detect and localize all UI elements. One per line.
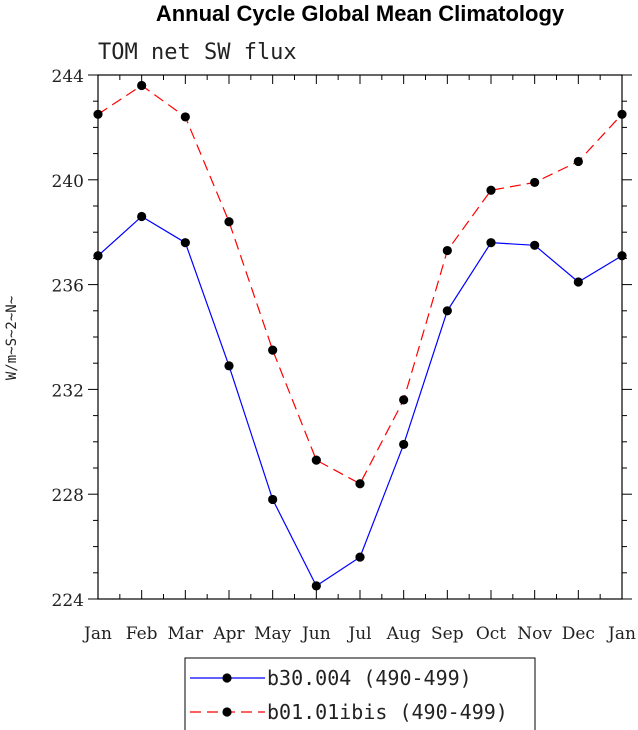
series-line-1 — [97, 215, 623, 587]
series-1-point — [93, 251, 103, 261]
y-axis: 224 228 232 236 240 244 — [52, 67, 632, 611]
series-1-point — [268, 494, 278, 505]
series-line-2 — [97, 84, 623, 485]
series-1-point — [617, 251, 627, 261]
x-tick-label: Sep — [431, 624, 464, 644]
series-2-point — [573, 156, 583, 167]
series-2-point — [355, 479, 365, 489]
x-tick-label: Oct — [476, 624, 506, 644]
series-1-point — [224, 361, 234, 371]
series-1-point — [530, 240, 540, 250]
series-2-point — [617, 109, 627, 119]
y-tick-label: 232 — [52, 381, 84, 401]
x-tick-label: Jan — [606, 624, 636, 644]
series-1-point — [486, 238, 496, 248]
series-2-point — [224, 217, 234, 227]
series-2-point — [530, 177, 540, 188]
y-tick-label: 244 — [52, 67, 84, 87]
series-2-point — [399, 395, 409, 405]
series-2-point — [137, 80, 147, 91]
chart-title: Annual Cycle Global Mean Climatology — [156, 1, 565, 26]
x-axis: Jan Feb Mar Apr May Jun Jul Aug Sep Oct Nov Dec Jan — [82, 75, 636, 644]
series-1-point — [355, 552, 365, 562]
y-tick-label: 224 — [52, 591, 84, 611]
legend: b30.004 (490-499) b01.01ibis (490-499) — [184, 657, 536, 730]
x-tick-label: May — [254, 624, 292, 644]
series-layer — [93, 80, 627, 591]
series-2-point — [180, 112, 190, 122]
x-tick-label: Apr — [212, 624, 245, 644]
x-tick-label: Feb — [126, 624, 158, 644]
x-tick-label: Jun — [300, 624, 331, 644]
legend-marker-b30-004 — [222, 673, 232, 683]
series-2-point — [93, 109, 103, 119]
legend-marker-b01-01ibis — [222, 707, 232, 717]
x-tick-label: Jan — [82, 624, 112, 644]
y-tick-label: 240 — [52, 172, 84, 192]
y-axis-label: W/m~S~2~N~ — [4, 296, 20, 380]
y-tick-label: 228 — [52, 486, 84, 506]
plot-frame — [97, 74, 623, 600]
legend-box — [184, 657, 536, 730]
series-2-point — [311, 455, 321, 465]
chart-subtitle: TOM net SW flux — [98, 40, 297, 65]
legend-label-b30-004: b30.004 (490-499) — [267, 666, 472, 690]
series-2-point — [442, 245, 452, 256]
series-2-point — [268, 345, 278, 355]
series-1-point — [442, 306, 452, 316]
series-1-point — [399, 439, 409, 450]
series-1-point — [311, 581, 321, 591]
series-2-point — [486, 185, 496, 195]
x-tick-label: Mar — [167, 624, 204, 644]
x-tick-label: Nov — [517, 624, 552, 644]
x-tick-label: Jul — [346, 624, 371, 644]
series-1-point — [137, 211, 147, 222]
x-tick-label: Aug — [386, 624, 421, 644]
series-1-point — [180, 238, 190, 248]
x-tick-label: Dec — [562, 624, 595, 644]
legend-label-b01-01ibis: b01.01ibis (490-499) — [267, 700, 508, 724]
y-tick-label: 236 — [52, 277, 84, 297]
series-1-point — [573, 277, 583, 287]
